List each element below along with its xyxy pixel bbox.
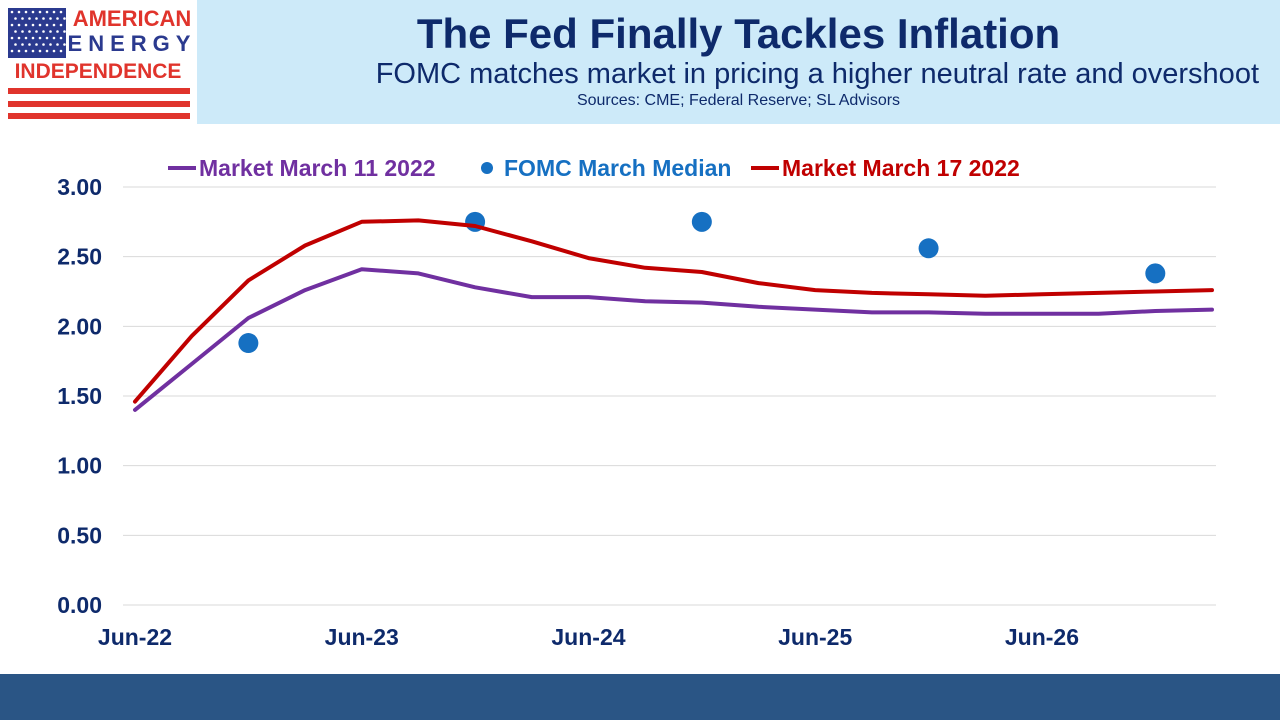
flag-star bbox=[59, 49, 63, 53]
flag-star bbox=[45, 49, 49, 53]
flag-star bbox=[31, 23, 35, 27]
series-layer bbox=[133, 211, 1214, 412]
y-tick-label: 2.50 bbox=[57, 244, 102, 270]
footer-bar bbox=[0, 674, 1280, 720]
x-tick-label: Jun-22 bbox=[98, 624, 172, 650]
flag-star bbox=[21, 17, 24, 20]
flag-star bbox=[49, 30, 52, 33]
flag-star bbox=[17, 10, 21, 14]
flag-star bbox=[56, 17, 59, 20]
flag-star bbox=[63, 17, 66, 20]
flag-star bbox=[14, 43, 17, 46]
flag-canton bbox=[8, 8, 66, 58]
flag-star bbox=[17, 36, 21, 40]
flag-star bbox=[56, 43, 59, 46]
flag-star bbox=[14, 17, 17, 20]
x-tick-label: Jun-24 bbox=[551, 624, 625, 650]
fomc-median-point bbox=[238, 333, 259, 354]
flag-star bbox=[38, 23, 42, 27]
flag-star bbox=[31, 49, 35, 53]
flag-star bbox=[59, 36, 63, 40]
logo-line-independence: INDEPENDENCE bbox=[15, 60, 182, 83]
flag-star bbox=[45, 23, 49, 27]
logo: AMERICAN ENERGY INDEPENDENCE bbox=[0, 0, 197, 124]
logo-line-american: AMERICAN bbox=[73, 6, 192, 31]
gridlines bbox=[123, 186, 1216, 606]
legend-label: Market March 17 2022 bbox=[782, 155, 1020, 181]
series-line-2 bbox=[133, 218, 1214, 404]
flag-star bbox=[10, 36, 14, 40]
legend-swatch-dot bbox=[481, 162, 493, 174]
rate-chart: 0.000.501.001.502.002.503.00 Jun-22 Jun-2… bbox=[57, 155, 1216, 650]
x-tick-label: Jun-23 bbox=[325, 624, 399, 650]
y-tick-label: 1.50 bbox=[57, 383, 102, 409]
flag-star bbox=[38, 36, 42, 40]
flag-star bbox=[17, 49, 21, 53]
flag-star bbox=[10, 10, 14, 14]
flag-star bbox=[24, 49, 28, 53]
flag-stars bbox=[10, 10, 66, 53]
flag-star bbox=[35, 30, 38, 33]
page-subtitle: FOMC matches market in pricing a higher … bbox=[375, 58, 1259, 90]
flag-star bbox=[10, 49, 14, 53]
legend-label: FOMC March Median bbox=[504, 155, 731, 181]
x-tick-label: Jun-26 bbox=[1005, 624, 1079, 650]
flag-star bbox=[59, 23, 63, 27]
flag-star bbox=[45, 36, 49, 40]
flag-star bbox=[52, 10, 56, 14]
flag-star bbox=[38, 49, 42, 53]
fomc-median-point bbox=[691, 211, 712, 232]
y-tick-label: 2.00 bbox=[57, 313, 102, 339]
flag-star bbox=[59, 10, 63, 14]
flag-star bbox=[42, 43, 45, 46]
flag-star bbox=[14, 30, 17, 33]
flag-star bbox=[24, 36, 28, 40]
fomc-median-point bbox=[918, 238, 939, 259]
flag-star bbox=[49, 43, 52, 46]
flag-star bbox=[42, 30, 45, 33]
legend: Market March 11 2022 FOMC March Median Mar… bbox=[168, 155, 1020, 181]
flag-star bbox=[56, 30, 59, 33]
y-tick-label: 0.50 bbox=[57, 522, 102, 548]
american-flag-logo: AMERICAN ENERGY INDEPENDENCE bbox=[8, 6, 197, 119]
flag-star bbox=[21, 43, 24, 46]
flag-star bbox=[31, 36, 35, 40]
page-title: The Fed Finally Tackles Inflation bbox=[416, 10, 1061, 57]
flag-stripe bbox=[8, 101, 190, 107]
flag-star bbox=[35, 43, 38, 46]
source-note: Sources: CME; Federal Reserve; SL Adviso… bbox=[576, 92, 901, 109]
flag-star bbox=[24, 23, 28, 27]
flag-star bbox=[63, 30, 66, 33]
flag-star bbox=[10, 23, 14, 27]
y-tick-label: 0.00 bbox=[57, 592, 102, 618]
flag-star bbox=[24, 10, 28, 14]
flag-star bbox=[35, 17, 38, 20]
flag-stripe bbox=[8, 113, 190, 119]
flag-star bbox=[28, 43, 31, 46]
flag-stripe bbox=[8, 88, 190, 94]
flag-star bbox=[28, 30, 31, 33]
y-axis-ticks: 0.00 0.50 1.00 1.50 2.00 2.50 3.00 bbox=[57, 174, 102, 618]
flag-star bbox=[52, 23, 56, 27]
x-axis-ticks: Jun-22 Jun-23 Jun-24 Jun-25 Jun-26 bbox=[98, 624, 1079, 650]
fomc-median-point bbox=[1145, 263, 1166, 284]
flag-star bbox=[17, 23, 21, 27]
flag-star bbox=[52, 36, 56, 40]
flag-star bbox=[21, 30, 24, 33]
flag-star bbox=[63, 43, 66, 46]
legend-label: Market March 11 2022 bbox=[199, 155, 436, 181]
logo-line-energy: ENERGY bbox=[68, 31, 197, 56]
flag-star bbox=[28, 17, 31, 20]
flag-star bbox=[49, 17, 52, 20]
flag-star bbox=[31, 10, 35, 14]
flag-star bbox=[38, 10, 42, 14]
y-tick-label: 1.00 bbox=[57, 453, 102, 479]
y-tick-label: 3.00 bbox=[57, 174, 102, 200]
header-banner: The Fed Finally Tackles Inflation FOMC m… bbox=[197, 0, 1280, 124]
series-line-0 bbox=[133, 267, 1214, 412]
x-tick-label: Jun-25 bbox=[778, 624, 852, 650]
flag-star bbox=[42, 17, 45, 20]
flag-star bbox=[52, 49, 56, 53]
flag-star bbox=[45, 10, 49, 14]
